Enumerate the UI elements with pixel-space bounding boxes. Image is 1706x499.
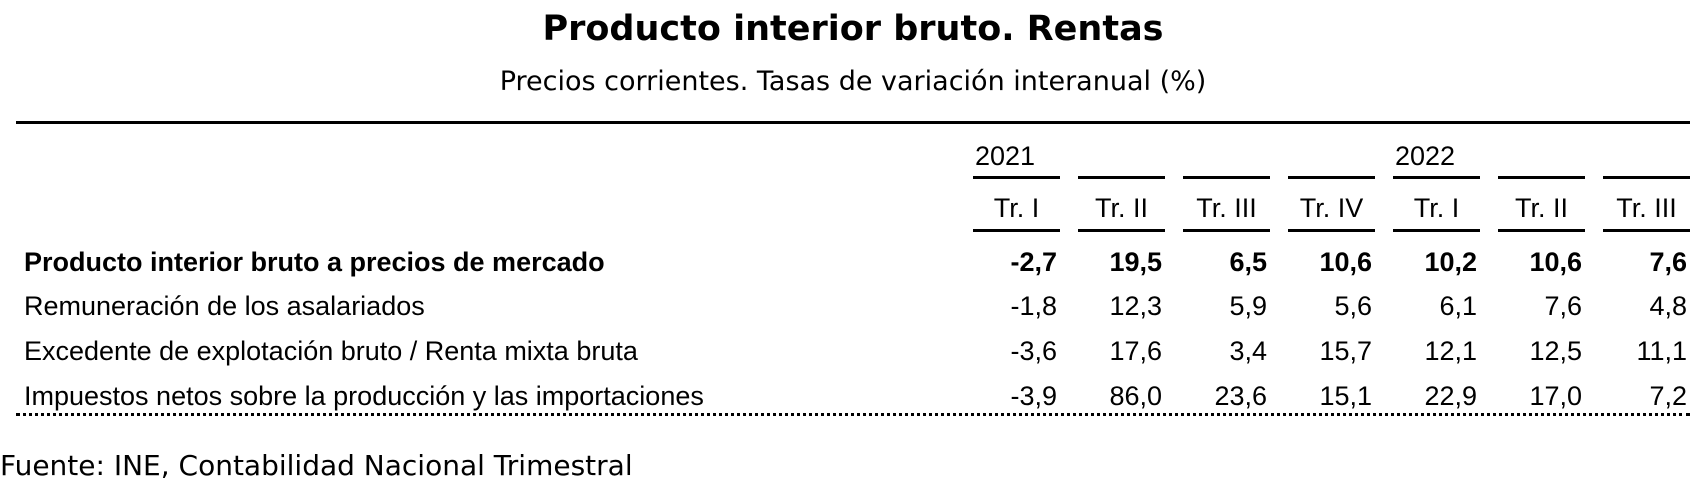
quarter-header: Tr. IV: [1299, 193, 1364, 223]
table-cell: 6,1: [1439, 291, 1477, 321]
year-header: 2021: [975, 141, 1036, 171]
quarter-rule: [1183, 229, 1270, 232]
table-cell: 11,1: [1636, 336, 1687, 366]
table-cell: 12,5: [1529, 336, 1582, 366]
row-label: Impuestos netos sobre la producción y la…: [24, 381, 704, 411]
quarter-rule: [1603, 229, 1690, 232]
quarter-header: Tr. I: [1413, 193, 1460, 223]
year-rule: [1393, 176, 1480, 179]
table-top-rule: [16, 121, 1690, 124]
table-cell: 15,1: [1319, 381, 1372, 411]
table-cell: 15,7: [1319, 336, 1372, 366]
quarter-rule: [1078, 229, 1165, 232]
table-cell: -3,6: [1010, 336, 1057, 366]
table-cell: 12,3: [1109, 291, 1162, 321]
table-cell: 86,0: [1109, 381, 1162, 411]
table-cell: 7,6: [1544, 291, 1582, 321]
table-cell: 5,6: [1334, 291, 1372, 321]
table-cell: 3,4: [1229, 336, 1267, 366]
table-cell: 17,6: [1109, 336, 1162, 366]
row-label: Producto interior bruto a precios de mer…: [24, 247, 605, 277]
table-cell: 10,2: [1424, 247, 1477, 277]
table-cell: 10,6: [1319, 247, 1372, 277]
table-bottom-rule: [16, 413, 1690, 416]
quarter-header: Tr. III: [1196, 193, 1257, 223]
table-cell: -3,9: [1010, 381, 1057, 411]
quarter-header: Tr. III: [1616, 193, 1677, 223]
quarter-header: Tr. II: [1515, 193, 1568, 223]
table-cell: -2,7: [1010, 247, 1057, 277]
table-cell: 19,5: [1109, 247, 1162, 277]
quarter-rule: [1498, 229, 1585, 232]
year-rule: [1603, 176, 1690, 179]
quarter-header: Tr. II: [1095, 193, 1148, 223]
table-cell: 7,6: [1649, 247, 1687, 277]
table-cell: 7,2: [1649, 381, 1687, 411]
page-title: Producto interior bruto. Rentas: [542, 9, 1164, 49]
year-rule: [973, 176, 1060, 179]
year-rule: [1183, 176, 1270, 179]
quarter-rule: [1393, 229, 1480, 232]
table-cell: 12,1: [1424, 336, 1477, 366]
table-cell: 4,8: [1649, 291, 1687, 321]
table-cell: 23,6: [1214, 381, 1267, 411]
row-label: Excedente de explotación bruto / Renta m…: [24, 336, 638, 366]
year-header: 2022: [1395, 141, 1456, 171]
table-cell: 22,9: [1424, 381, 1477, 411]
table-cell: 6,5: [1229, 247, 1267, 277]
table-cell: -1,8: [1010, 291, 1057, 321]
quarter-rule: [1288, 229, 1375, 232]
year-rule: [1288, 176, 1375, 179]
row-label: Remuneración de los asalariados: [24, 291, 425, 321]
table-cell: 5,9: [1229, 291, 1267, 321]
page-subtitle: Precios corrientes. Tasas de variación i…: [499, 66, 1207, 97]
year-rule: [1498, 176, 1585, 179]
table-cell: 10,6: [1529, 247, 1582, 277]
quarter-rule: [973, 229, 1060, 232]
source-note: Fuente: INE, Contabilidad Nacional Trime…: [0, 449, 633, 482]
table-cell: 17,0: [1529, 381, 1582, 411]
year-rule: [1078, 176, 1165, 179]
quarter-header: Tr. I: [993, 193, 1040, 223]
